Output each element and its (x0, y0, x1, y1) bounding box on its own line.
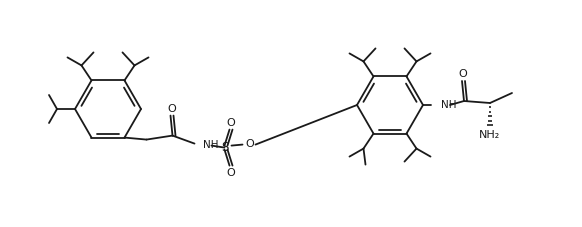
Text: O: O (245, 138, 254, 149)
Text: O: O (459, 69, 467, 79)
Text: O: O (226, 118, 235, 128)
Text: O: O (167, 104, 176, 114)
Text: O: O (226, 168, 235, 178)
Text: NH₂: NH₂ (480, 130, 501, 140)
Text: S: S (221, 141, 228, 154)
Text: NH: NH (204, 140, 219, 150)
Text: NH: NH (441, 100, 456, 110)
